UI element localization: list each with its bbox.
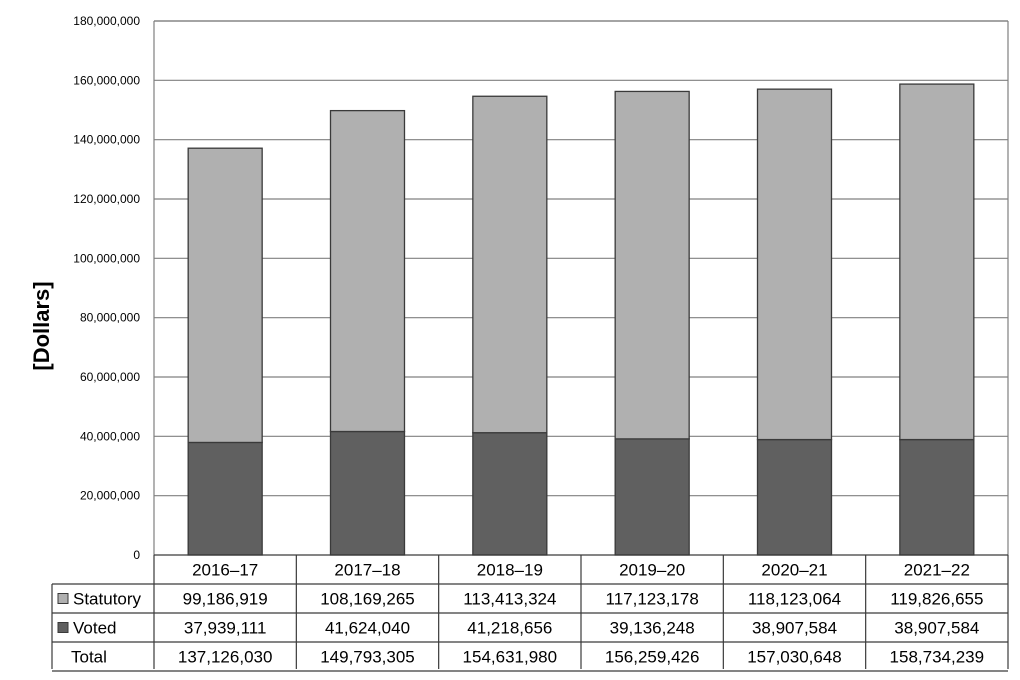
data-label-voted: 38,907,584 [752,619,837,638]
bar-voted-5 [899,438,975,556]
legend-swatch-statutory [57,593,69,604]
legend-swatch-voted [57,622,69,633]
legend-label-total: Total [71,648,107,667]
legend-label-statutory: Statutory [73,590,142,609]
y-tick-label: 20,000,000 [80,489,140,503]
y-tick-label: 160,000,000 [73,73,140,87]
y-tick-label: 40,000,000 [80,429,140,443]
y-tick-label: 120,000,000 [73,192,140,206]
data-label-voted: 41,218,656 [467,619,552,638]
x-tick-label: 2020–21 [761,561,827,580]
gridlines [153,20,1009,555]
data-label-voted: 39,136,248 [610,619,695,638]
y-tick-label: 100,000,000 [73,251,140,265]
y-tick-label: 140,000,000 [73,133,140,147]
data-label-total: 137,126,030 [178,648,273,667]
bar-statutory-3 [614,90,690,440]
y-axis-title: [Dollars] [29,281,54,370]
y-tick-label: 180,000,000 [73,14,140,28]
data-label-total: 154,631,980 [463,648,558,667]
data-label-total: 158,734,239 [890,648,985,667]
bar-voted-0 [187,441,263,556]
data-label-statutory: 108,169,265 [320,590,415,609]
y-axis-ticks: 0 20,000,000 40,000,000 60,000,000 80,000,00… [73,14,140,562]
bar-statutory-2 [472,95,548,434]
x-tick-label: 2021–22 [904,561,970,580]
x-tick-label: 2018–19 [477,561,543,580]
y-tick-label: 60,000,000 [80,370,140,384]
data-label-voted: 38,907,584 [894,619,979,638]
x-tick-label: 2019–20 [619,561,685,580]
data-label-statutory: 113,413,324 [463,590,556,609]
data-label-statutory: 99,186,919 [183,590,268,609]
data-label-statutory: 117,123,178 [606,590,699,609]
bars [187,83,975,556]
y-tick-label: 80,000,000 [80,311,140,325]
x-tick-label: 2017–18 [334,561,400,580]
bar-voted-4 [756,438,833,556]
x-tick-label: 2016–17 [192,561,258,580]
bar-voted-1 [329,430,406,556]
data-label-total: 156,259,426 [605,648,700,667]
data-table: 2016–17 2017–18 2018–19 2019–20 2020–21 2021–… [51,554,1009,672]
data-label-statutory: 119,826,655 [890,590,983,609]
bar-statutory-5 [899,83,975,441]
legend-label-voted: Voted [73,619,117,638]
data-label-statutory: 118,123,064 [748,590,841,609]
data-label-voted: 37,939,111 [184,619,267,638]
bar-statutory-1 [329,109,406,433]
bar-voted-2 [472,432,548,556]
bar-statutory-0 [187,147,263,444]
bar-statutory-4 [756,88,833,441]
data-label-total: 157,030,648 [747,648,842,667]
bar-voted-3 [614,438,690,556]
y-tick-label: 0 [133,548,140,562]
data-label-total: 149,793,305 [320,648,415,667]
data-label-voted: 41,624,040 [325,619,410,638]
